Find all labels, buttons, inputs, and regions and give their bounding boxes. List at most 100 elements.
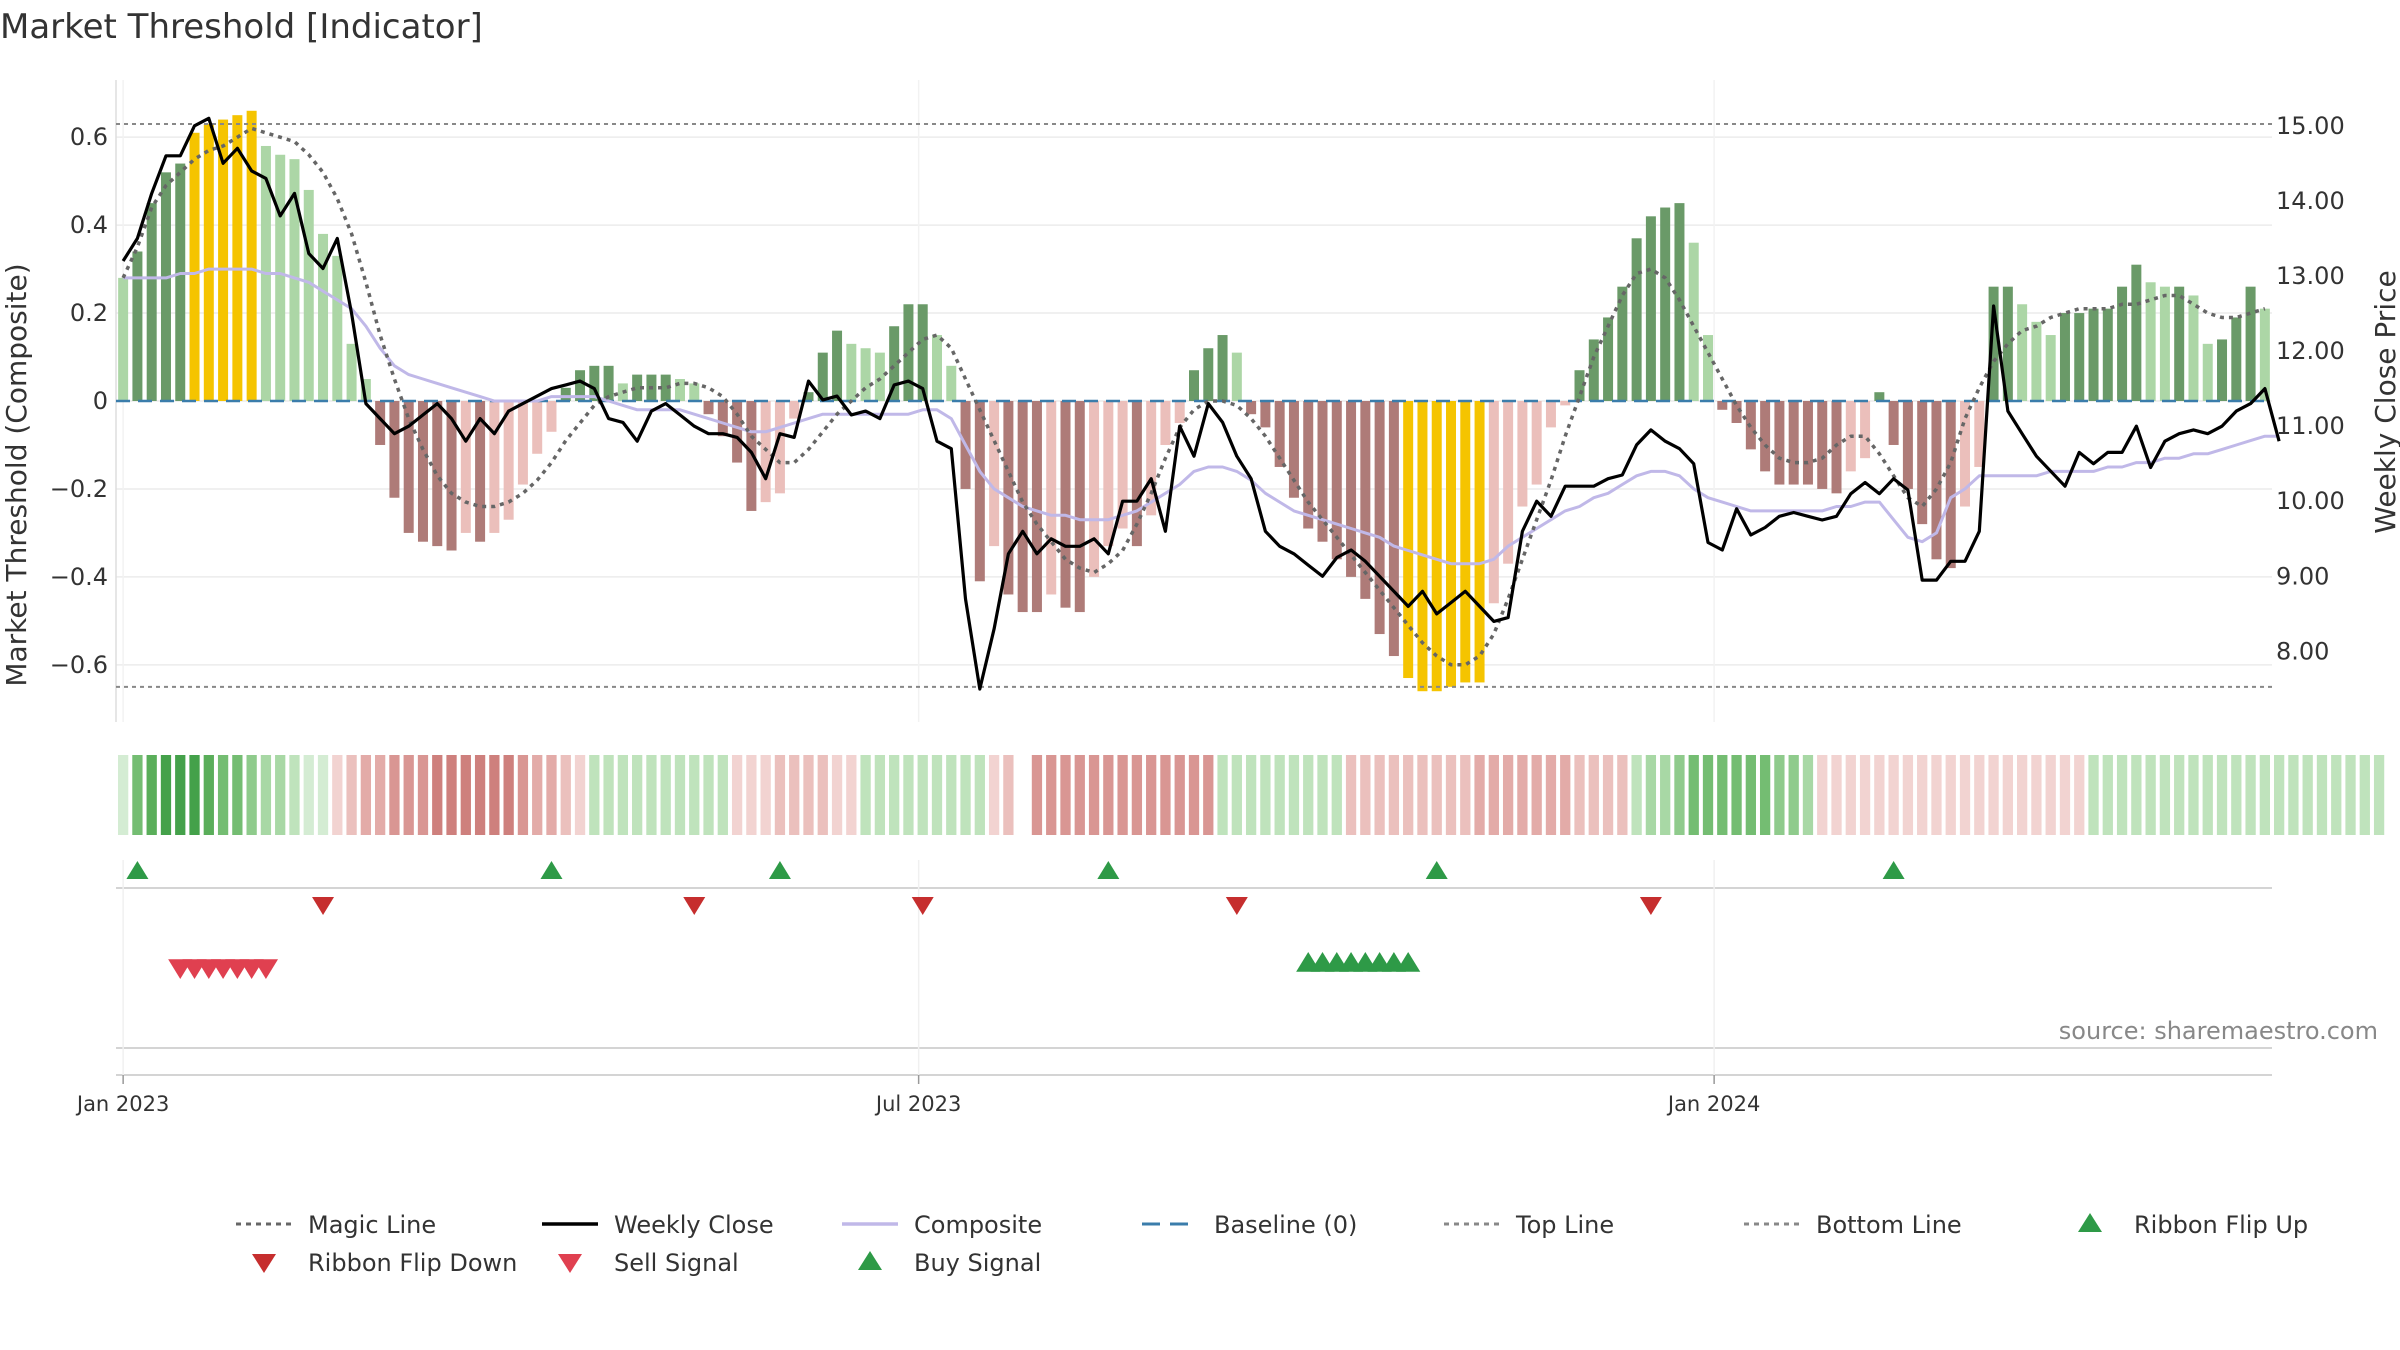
ribbon-cell (2373, 755, 2385, 835)
composite-bar (1146, 401, 1157, 516)
ribbon-cell (774, 755, 786, 835)
ribbon-cell (132, 755, 143, 835)
composite-bar (1503, 401, 1514, 564)
composite-bar (289, 159, 300, 401)
ribbon-cell (503, 755, 514, 835)
composite-bar (2088, 308, 2099, 401)
composite-bar (2231, 317, 2242, 401)
composite-bar (203, 123, 214, 402)
ribbon-cell (2174, 755, 2185, 835)
composite-bar (1588, 339, 1599, 401)
ribbon-cell (803, 755, 814, 835)
ribbon-cell (2245, 755, 2256, 835)
composite-bar (846, 343, 857, 401)
composite-bar (246, 110, 257, 401)
ribbon-cell (1588, 755, 1599, 835)
composite-bar (2074, 313, 2085, 401)
composite-bar (1974, 401, 1985, 467)
composite-bar (1246, 401, 1257, 415)
ribbon-cell (260, 755, 272, 835)
composite-bar (1231, 352, 1242, 401)
ribbon-cell (2331, 755, 2342, 835)
legend-item: Ribbon Flip Up (2078, 1211, 2308, 1239)
legend-swatch (558, 1254, 582, 1273)
composite-bar (1388, 401, 1399, 657)
composite-bar (1988, 286, 1999, 401)
ribbon-cell (1645, 755, 1657, 835)
composite-bar (346, 343, 357, 401)
legend: Magic Line Weekly Close Composite Baseline … (236, 1211, 2308, 1277)
y2-tick-label: 9.00 (2276, 562, 2329, 590)
composite-bar (389, 401, 400, 498)
ribbon-cell (1174, 755, 1185, 835)
ribbon-cell (617, 755, 629, 835)
ribbon-cell (1774, 755, 1785, 835)
composite-bar (1117, 401, 1128, 529)
composite-bar (1802, 401, 1813, 485)
weekly-close-line (121, 116, 2281, 691)
composite-bar (1888, 401, 1899, 445)
ribbon-cell (632, 755, 643, 835)
ribbon-cell (1788, 755, 1799, 835)
composite-bar (2017, 304, 2028, 401)
ribbon-cell (203, 755, 214, 835)
ribbon-cell (1331, 755, 1342, 835)
ribbon-flip-up-marker (1882, 861, 1905, 879)
ribbon-cell (1345, 755, 1357, 835)
ribbon-cell (1160, 755, 1171, 835)
composite-bar (931, 335, 942, 401)
composite-bar (1788, 401, 1799, 485)
composite-bar (1660, 207, 1671, 401)
ribbon-cell (874, 755, 886, 835)
composite-bar (1260, 401, 1271, 428)
composite-bar (689, 383, 700, 401)
ribbon-cell (375, 755, 386, 835)
composite-bar (332, 255, 343, 401)
ribbon-cell (860, 755, 871, 835)
ribbon-cell (2316, 755, 2328, 835)
y2-tick-label: 14.00 (2276, 187, 2345, 215)
composite-bar (560, 387, 571, 401)
composite-bar (232, 115, 243, 401)
ribbon-cell (189, 755, 200, 835)
ribbon-cell (460, 755, 471, 835)
ribbon-cell (532, 755, 543, 835)
ribbon-cell (546, 755, 557, 835)
composite-bar (1417, 401, 1428, 692)
ribbon-cell (2031, 755, 2042, 835)
composite-bar (1902, 401, 1913, 489)
ribbon-cell (2259, 755, 2271, 835)
ribbon-flip-up-marker (1425, 861, 1448, 879)
composite-bar (1631, 238, 1642, 401)
composite-bar (1603, 317, 1614, 401)
composite-bar (917, 304, 928, 401)
ribbon-cell (1945, 755, 1956, 835)
ribbon-cell (217, 755, 229, 835)
sell-signal-marker (253, 959, 279, 979)
ribbon-cell (1303, 755, 1314, 835)
composite-bar (417, 401, 428, 542)
composite-bar (1331, 401, 1342, 560)
composite-bar (903, 304, 914, 401)
ribbon-cell (2074, 755, 2085, 835)
composite-bar (1174, 401, 1185, 423)
ribbon-cell (2102, 755, 2113, 835)
ribbon-cell (303, 755, 314, 835)
ribbon-cell (1060, 755, 1071, 835)
composite-bar (1874, 392, 1885, 401)
y2-tick-label: 13.00 (2276, 262, 2345, 290)
ribbon-cell (2116, 755, 2128, 835)
composite-bar (746, 401, 757, 511)
composite-bar (403, 401, 414, 533)
ribbon-cell (2088, 755, 2099, 835)
ribbon-flip-down-marker (1225, 897, 1248, 915)
ribbon-cell (1531, 755, 1542, 835)
ribbon-cell (246, 755, 257, 835)
ribbon-cell (931, 755, 943, 835)
ribbon-cell (446, 755, 457, 835)
legend-item: Composite (842, 1211, 1042, 1239)
composite-bar (532, 401, 543, 454)
ribbon-cell (560, 755, 571, 835)
ribbon-cell (474, 755, 486, 835)
legend-label: Baseline (0) (1214, 1211, 1357, 1239)
